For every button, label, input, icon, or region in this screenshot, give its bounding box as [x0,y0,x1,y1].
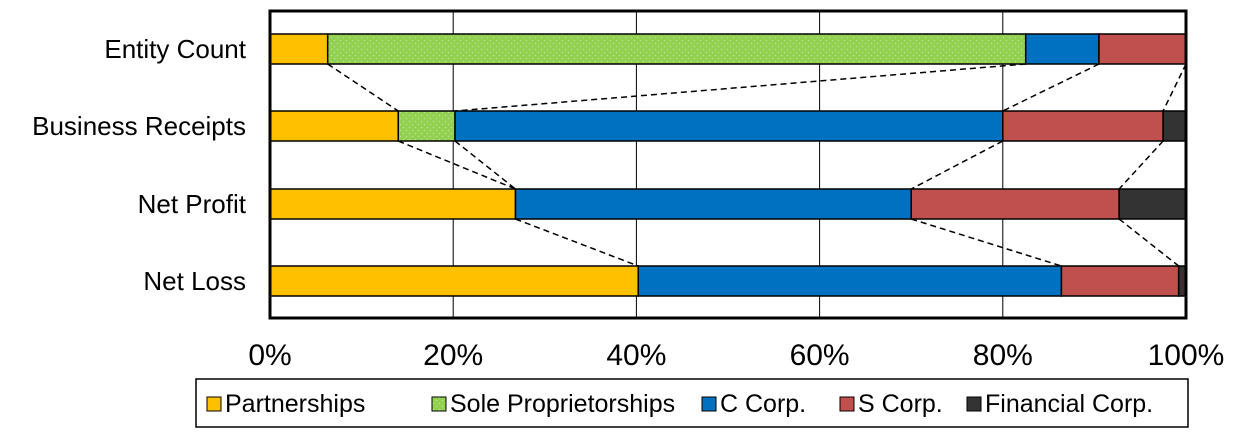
x-tick-label: 100% [1148,339,1225,372]
legend-swatch-partnerships [206,396,222,412]
legend-label-sole-proprietorships: Sole Proprietorships [450,390,675,418]
bar-business-receipts-partnerships [269,110,399,142]
category-label-business-receipts: Business Receipts [32,111,246,141]
connector-line [1162,63,1187,112]
tick-label-layer: 0% 20% 40% 60% 80% 100% [248,339,1224,372]
bar-entity-count-c-corp [1024,33,1100,65]
connector-line [1118,140,1164,190]
legend-label-financial-corp: Financial Corp. [985,390,1153,418]
legend-label-s-corp: S Corp. [858,390,943,418]
connector-line [910,140,1004,190]
connector-line [515,218,639,267]
legend-label-partnerships: Partnerships [225,390,365,418]
connector-line [397,140,516,190]
legend: Partnerships Sole Proprietorships C Corp. S… [195,378,1189,428]
bar-business-receipts-s-corp [1002,110,1164,142]
connector-line [1002,63,1100,112]
bar-entity-count-s-corp [1098,33,1187,65]
bar-net-loss-s-corp [1060,265,1180,297]
bar-net-loss-partnerships [269,265,639,297]
legend-swatch-financial-corp [966,396,982,412]
connector-layer [327,63,1187,267]
connector-line [454,140,516,190]
bar-entity-count-sole-proprietorships [326,33,1027,65]
x-tick-label: 40% [606,339,666,372]
x-tick-label: 80% [973,339,1033,372]
legend-swatch-sole-proprietorships [431,396,447,412]
category-label-net-loss: Net Loss [143,266,246,296]
x-tick-label: 20% [423,339,483,372]
connector-line [327,63,399,112]
connector-line [910,218,1062,267]
category-label-layer: Entity Count Business Receipts Net Profit N… [32,34,247,296]
bar-business-receipts-sole-proprietorships [397,110,456,142]
bar-net-profit-financial-corp [1118,188,1187,220]
bar-business-receipts-c-corp [454,110,1004,142]
legend-swatch-c-corp [701,396,717,412]
bar-net-profit-partnerships [269,188,517,220]
connector-line [1118,218,1180,267]
legend-label-c-corp: C Corp. [720,390,806,418]
plot-area-frame [268,9,1188,320]
bar-net-loss-c-corp [637,265,1063,297]
bars-layer [269,33,1187,297]
connector-line [454,63,1026,112]
legend-frame [195,378,1189,428]
category-label-net-profit: Net Profit [138,189,247,219]
bar-net-profit-s-corp [910,188,1120,220]
x-tick-label: 0% [248,339,291,372]
bar-business-receipts-financial-corp [1162,110,1187,142]
bar-entity-count-partnerships [269,33,329,65]
bar-net-profit-c-corp [514,188,912,220]
legend-swatch-s-corp [839,396,855,412]
category-label-entity-count: Entity Count [104,34,246,64]
x-tick-label: 60% [790,339,850,372]
